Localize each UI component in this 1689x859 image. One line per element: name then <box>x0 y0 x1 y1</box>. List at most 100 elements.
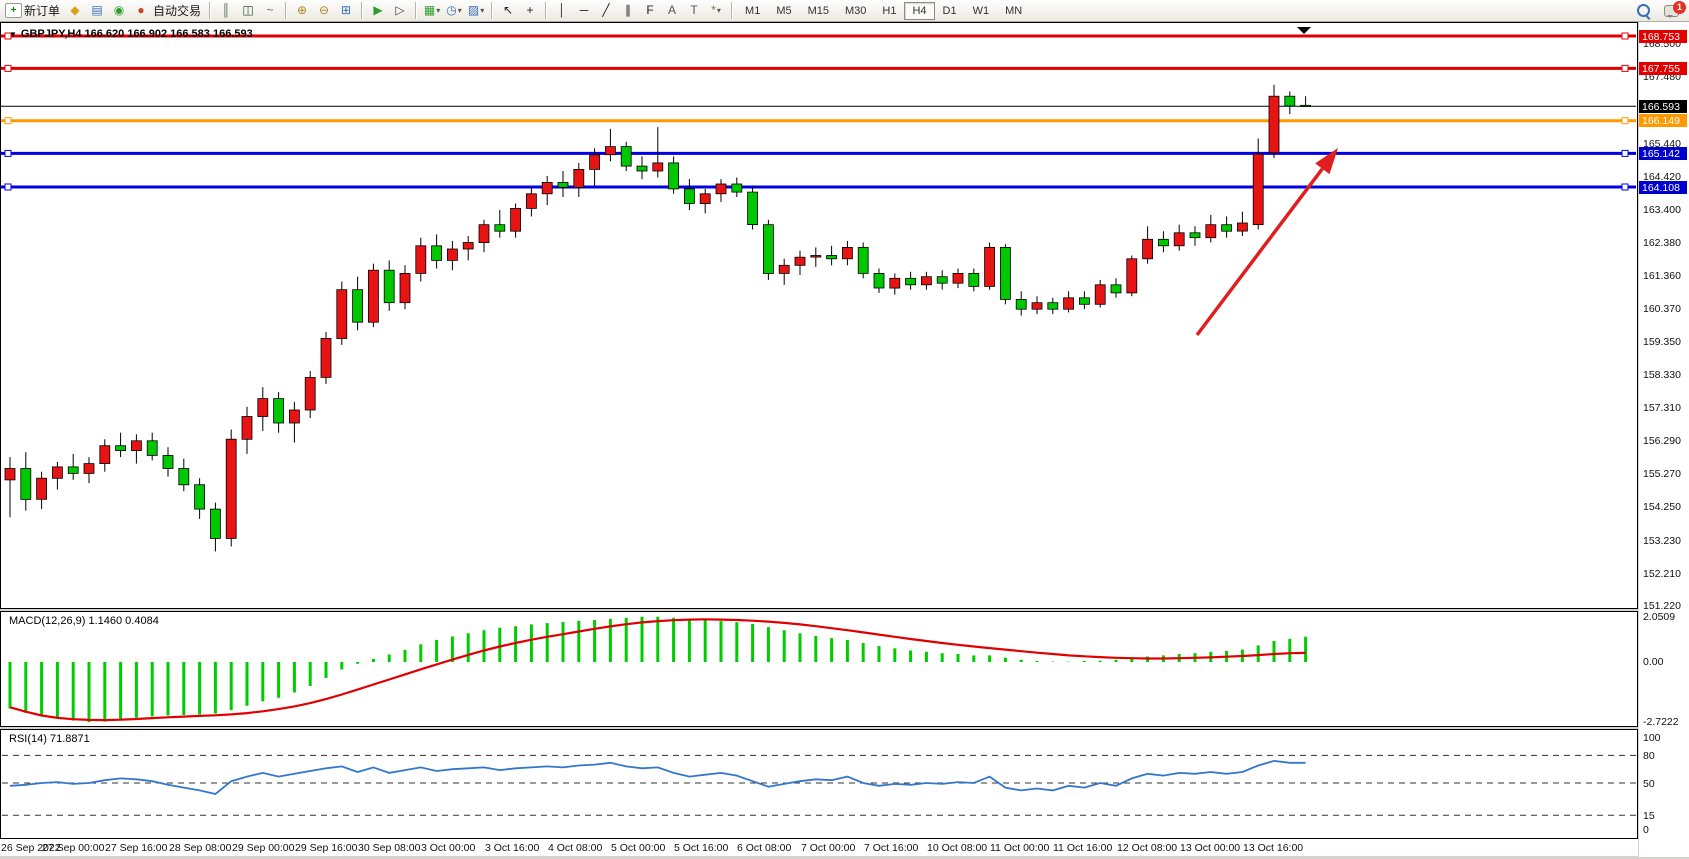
price-tag-165.142: 165.142 <box>1639 147 1687 160</box>
macd-panel: MACD(12,26,9) 1.1460 0.4084 <box>0 611 1638 727</box>
rsi-axis-tick: 100 <box>1643 732 1661 744</box>
price-tick: 162.380 <box>1643 237 1681 249</box>
line-anchor-icon[interactable] <box>4 32 12 40</box>
timeframe-button-m5[interactable]: M5 <box>776 4 792 17</box>
timeframe-button-h4[interactable]: H4 <box>904 1 935 20</box>
line-anchor-icon[interactable] <box>1621 149 1629 157</box>
line-anchor-icon[interactable] <box>4 64 12 72</box>
toolbar-separator <box>731 2 734 19</box>
pointer-icon[interactable]: ◆ <box>70 3 80 17</box>
time-label: 7 Oct 00:00 <box>801 842 856 854</box>
price-axis[interactable]: 168.500 167.480 165.440 164.420 163.400 162.3… <box>1639 22 1689 857</box>
text-label-icon[interactable]: T <box>690 3 698 17</box>
trend-arrow-head-icon[interactable] <box>1315 148 1338 175</box>
time-axis[interactable]: 26 Sep 2022 27 Sep 00:00 27 Sep 16:00 28 Se… <box>0 839 1638 856</box>
timeframe-button-m1[interactable]: M1 <box>745 4 761 17</box>
price-tick: 161.360 <box>1643 270 1681 282</box>
rsi-axis-tick: 0 <box>1643 824 1649 836</box>
toolbar-separator <box>415 2 418 19</box>
timeframe-button-h1[interactable]: H1 <box>882 4 897 17</box>
line-anchor-icon[interactable] <box>1621 64 1629 72</box>
timeframe-button-m30[interactable]: M30 <box>845 4 867 17</box>
cursor-icon[interactable]: ↖ <box>503 3 514 17</box>
dropdown-arrow-icon[interactable]: ▾ <box>457 6 462 15</box>
price-tick: 157.310 <box>1643 402 1681 414</box>
chart-title-text: GBPJPY,H4 166.620 166.902 166.583 166.59… <box>20 28 253 40</box>
toolbar-separator <box>361 2 364 19</box>
rsi-canvas[interactable] <box>0 729 1638 839</box>
time-label: 13 Oct 16:00 <box>1243 842 1304 854</box>
line-anchor-icon[interactable] <box>1621 183 1629 191</box>
rsi-frame <box>0 729 1638 839</box>
price-tag-168.753: 168.753 <box>1639 30 1687 43</box>
timeframe-button-mn[interactable]: MN <box>1005 4 1023 17</box>
profile-icon[interactable]: ▤ <box>91 3 103 17</box>
price-tick: 153.230 <box>1643 535 1681 547</box>
templates-icon[interactable]: ▨ ▾ <box>467 3 485 17</box>
horizontal-line-icon[interactable]: ─ <box>579 3 589 17</box>
main-chart-canvas[interactable] <box>0 22 1638 609</box>
time-label: 27 Sep 00:00 <box>42 842 105 854</box>
line-anchor-icon[interactable] <box>4 117 12 125</box>
chart-title: ▼ GBPJPY,H4 166.620 166.902 166.583 166.5… <box>9 28 253 40</box>
timeframe-button-m15[interactable]: M15 <box>807 4 829 17</box>
dropdown-arrow-icon[interactable]: ▾ <box>436 6 441 15</box>
macd-frame <box>0 611 1638 727</box>
toolbar-separator <box>285 2 288 19</box>
time-label: 11 Oct 16:00 <box>1053 842 1113 854</box>
new-chart-icon[interactable]: ▦ ▾ <box>423 3 441 17</box>
down-triangle-marker-icon[interactable] <box>1297 27 1311 34</box>
auto-scroll-icon[interactable]: ▶ <box>373 3 383 17</box>
price-tick: 151.220 <box>1643 600 1681 612</box>
macd-canvas[interactable] <box>0 611 1638 727</box>
price-tick: 156.290 <box>1643 435 1681 447</box>
timeframe-button-d1[interactable]: D1 <box>942 4 957 17</box>
toolbar: + 新订单 ◆ ▤ ◉ ● 自动交易 ║ ◫ ~ ⊕ ⊖ ⊞ ▶ ▷ ▦ ▾ ◷ ▾ ▨ ▾ ↖ + │ ─ ╱ ∥ F A T * ▾ M1 M… <box>0 0 1689 22</box>
toolbar-separator <box>545 2 548 19</box>
chart-menu-arrow-icon[interactable]: ▼ <box>9 30 17 39</box>
zoom-out-icon[interactable]: ⊖ <box>319 3 330 17</box>
channel-icon[interactable]: ∥ <box>625 3 632 17</box>
candlestick-chart-icon[interactable]: ◫ <box>242 3 254 17</box>
rsi-label: RSI(14) 71.8871 <box>9 733 90 745</box>
macd-axis-tick: 2.0509 <box>1643 611 1676 623</box>
trendline-icon[interactable]: ╱ <box>602 3 610 17</box>
time-label: 6 Oct 08:00 <box>737 842 792 854</box>
time-label: 13 Oct 00:00 <box>1180 842 1241 854</box>
price-tag-166.149: 166.149 <box>1639 114 1687 127</box>
bar-chart-icon[interactable]: ║ <box>221 3 231 17</box>
signals-icon[interactable]: ◉ <box>113 3 125 17</box>
line-anchor-icon[interactable] <box>4 183 12 191</box>
time-label: 7 Oct 16:00 <box>864 842 919 854</box>
autotrade-icon[interactable]: ● <box>137 3 145 17</box>
chart-shift-icon[interactable]: ▷ <box>395 3 405 17</box>
price-tag-166.593: 166.593 <box>1639 100 1687 113</box>
tile-windows-icon[interactable]: ⊞ <box>341 3 352 17</box>
rsi-axis-tick: 15 <box>1643 810 1655 822</box>
vertical-line-icon[interactable]: │ <box>558 3 566 17</box>
line-anchor-icon[interactable] <box>1621 117 1629 125</box>
new-order-icon[interactable]: + <box>5 3 22 18</box>
price-tick: 159.350 <box>1643 336 1681 348</box>
rsi-panel: RSI(14) 71.8871 <box>0 729 1638 839</box>
price-tick: 160.370 <box>1643 303 1681 315</box>
line-anchor-icon[interactable] <box>4 149 12 157</box>
price-tick: 154.250 <box>1643 501 1681 513</box>
arrows-icon[interactable]: * ▾ <box>711 3 721 17</box>
periods-icon[interactable]: ◷ ▾ <box>446 3 462 17</box>
timeframe-button-w1[interactable]: W1 <box>972 4 990 17</box>
dropdown-arrow-icon[interactable]: ▾ <box>716 6 721 15</box>
line-chart-icon[interactable]: ~ <box>266 3 274 17</box>
fibonacci-icon[interactable]: F <box>646 3 654 17</box>
new-order-label: 新订单 <box>24 4 61 18</box>
dropdown-arrow-icon[interactable]: ▾ <box>480 6 485 15</box>
search-icon[interactable] <box>1637 4 1650 17</box>
time-label: 12 Oct 08:00 <box>1117 842 1178 854</box>
main-chart-panel: ▼ GBPJPY,H4 166.620 166.902 166.583 166.5… <box>0 22 1638 609</box>
chat-icon[interactable]: 1 <box>1664 0 1686 18</box>
crosshair-icon[interactable]: + <box>526 3 534 17</box>
trend-arrow-object[interactable] <box>1195 167 1324 337</box>
zoom-in-icon[interactable]: ⊕ <box>297 3 308 17</box>
line-anchor-icon[interactable] <box>1621 32 1629 40</box>
text-icon[interactable]: A <box>668 3 677 17</box>
